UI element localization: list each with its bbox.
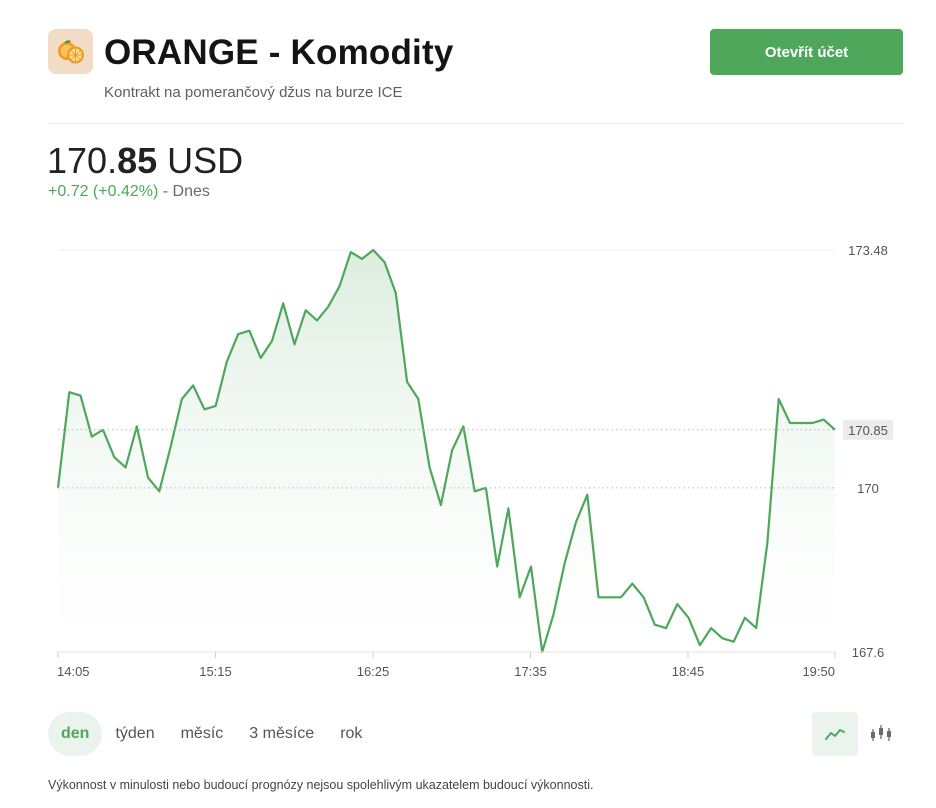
- x-tick-label: 15:15: [199, 664, 232, 679]
- candlestick-icon: [871, 725, 891, 741]
- range-tyden[interactable]: týden: [115, 725, 155, 742]
- open-account-button[interactable]: Otevřít účet: [710, 29, 903, 75]
- price-display: 170.85 USD: [47, 139, 243, 183]
- price-decimal: 85: [117, 140, 158, 181]
- price-area: [58, 250, 835, 652]
- price-integer: 170.: [47, 140, 118, 181]
- range-rok[interactable]: rok: [340, 725, 363, 742]
- line-chart-button[interactable]: [812, 712, 858, 756]
- price-change-value: +0.72 (+0.42%): [48, 183, 159, 200]
- price-currency: USD: [167, 140, 244, 181]
- x-tick-label: 19:50: [802, 664, 835, 679]
- range-den[interactable]: den: [48, 712, 103, 756]
- y-tick-label: 170.85: [848, 423, 888, 438]
- y-tick-label: 170: [857, 481, 879, 496]
- range-3-mesice[interactable]: 3 měsíce: [249, 725, 315, 742]
- range-mesic[interactable]: měsíc: [180, 725, 224, 742]
- y-tick-label: 173.48: [848, 243, 888, 258]
- page-subtitle: Kontrakt na pomerančový džus na burze IC…: [104, 84, 403, 101]
- price-line: [56, 248, 836, 654]
- disclaimer-text: Výkonnost v minulosti nebo budoucí progn…: [48, 778, 594, 792]
- candlestick-chart-button[interactable]: [858, 712, 904, 756]
- header-divider: [48, 123, 903, 124]
- current-price-badge: [843, 419, 893, 440]
- x-tick-label: 16:25: [357, 664, 390, 679]
- page-title: ORANGE - Komodity: [104, 33, 454, 72]
- price-chart[interactable]: 173.48 170.85 170 167.6 14:05 15:15 16:25 17:35…: [0, 220, 936, 690]
- time-range-selector: den týden měsíc 3 měsíce rok: [48, 712, 375, 756]
- price-change-period: - Dnes: [162, 183, 210, 200]
- x-tick-label: 18:45: [672, 664, 705, 679]
- line-chart-icon: [825, 729, 845, 740]
- orange-icon: [48, 29, 93, 74]
- price-change: +0.72 (+0.42%) - Dnes: [48, 183, 210, 201]
- x-tick-label: 14:05: [57, 664, 90, 679]
- y-tick-label: 167.6: [852, 645, 885, 660]
- x-tick-label: 17:35: [514, 664, 547, 679]
